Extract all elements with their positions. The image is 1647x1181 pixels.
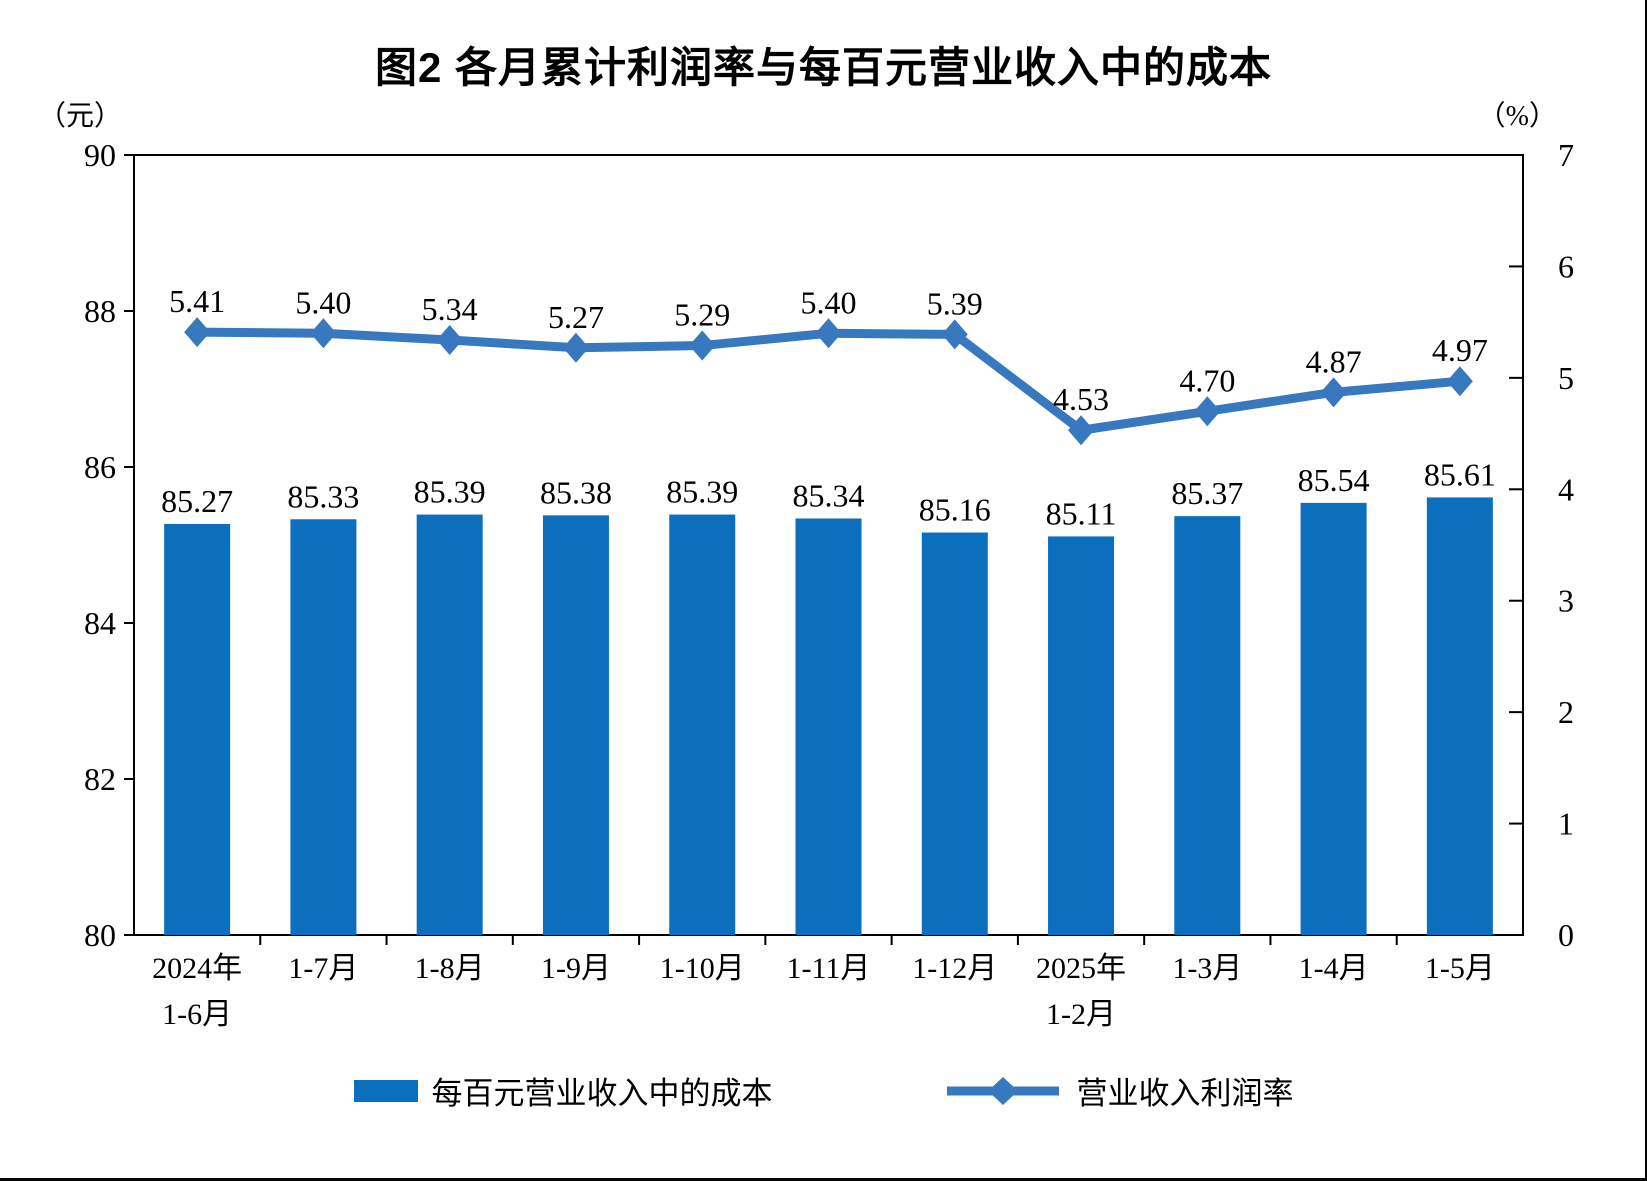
y-left-tick-label: 80: [84, 917, 116, 953]
line-value-label: 4.87: [1306, 343, 1362, 379]
left-axis-unit-label: （元）: [38, 101, 123, 132]
line-point-marker: [941, 319, 968, 350]
legend-item-profit-rate: 营业收入利润率: [943, 1068, 1294, 1113]
line-point-marker: [1320, 377, 1347, 408]
y-right-tick-label: 2: [1558, 694, 1574, 730]
line-value-label: 4.70: [1179, 362, 1235, 398]
line-value-label: 5.29: [674, 297, 730, 333]
line-point-marker: [562, 332, 589, 363]
bar-value-label: 85.37: [1171, 475, 1243, 511]
chart-plot: 90 88 86 84 82 80 7 6 5 4 3 2 1 0 2024年 1-6月 1-7月 1-8月 1-9…: [84, 137, 1574, 1031]
line-value-label: 5.34: [422, 291, 478, 327]
y-right-tick-label: 1: [1558, 806, 1574, 842]
y-left-tick-label: 86: [84, 449, 116, 485]
line-point-marker: [1068, 415, 1095, 446]
bar: [1174, 516, 1241, 935]
x-tick-label: 1-5月: [1425, 952, 1495, 985]
bar-value-label: 85.33: [287, 478, 359, 514]
x-tick-label: 1-12月: [912, 952, 997, 985]
x-tick-label: 1-11月: [787, 952, 871, 985]
bar: [669, 514, 736, 935]
x-tick-label: 2025年: [1036, 952, 1126, 985]
line-point-marker: [1194, 396, 1221, 427]
line-point-marker: [436, 324, 463, 355]
x-tick-label: 1-8月: [415, 952, 485, 985]
x-tick-label: 2024年: [152, 952, 242, 985]
bar: [164, 523, 231, 935]
y-right-tick-label: 6: [1558, 248, 1574, 284]
line-value-label: 5.27: [548, 299, 604, 335]
legend-item-cost: 每百元营业收入中的成本: [353, 1068, 773, 1113]
line-point-marker: [310, 318, 337, 349]
bar: [795, 518, 862, 935]
bar-value-label: 85.27: [161, 483, 233, 519]
y-right-tick-label: 4: [1558, 471, 1574, 507]
bar-value-label: 85.39: [666, 474, 738, 510]
x-tick-label: 1-10月: [660, 952, 745, 985]
legend-label-cost: 每百元营业收入中的成本: [431, 1076, 773, 1111]
bar: [290, 519, 357, 935]
right-axis-unit-label: （%）: [1477, 101, 1557, 132]
bar-value-label: 85.16: [919, 492, 991, 528]
line-value-label: 5.40: [295, 284, 351, 320]
legend-label-profit-rate: 营业收入利润率: [1076, 1076, 1294, 1111]
bar: [1048, 536, 1115, 935]
bar: [921, 532, 988, 935]
x-tick-label: 1-2月: [1046, 998, 1116, 1031]
line-value-label: 5.40: [801, 284, 857, 320]
y-left-tick-label: 84: [84, 605, 116, 641]
y-right-tick-label: 7: [1558, 137, 1574, 173]
page-bottom-border: [0, 1178, 1647, 1181]
y-left-tick-label: 82: [84, 761, 116, 797]
y-left-tick-label: 88: [84, 293, 116, 329]
line-series-swatch-icon: [946, 1076, 1059, 1105]
bar-value-label: 85.11: [1046, 495, 1117, 531]
bar: [542, 515, 609, 935]
page-right-border: [1645, 0, 1647, 1181]
x-tick-label: 1-3月: [1172, 952, 1242, 985]
x-tick-label: 1-6月: [162, 998, 232, 1031]
bar-value-label: 85.61: [1424, 456, 1496, 492]
chart-title: 图2 各月累计利润率与每百元营业收入中的成本: [374, 44, 1273, 91]
bar-value-label: 85.34: [793, 477, 865, 513]
y-left-tick-label: 90: [84, 137, 116, 173]
line-value-label: 4.97: [1432, 332, 1488, 368]
x-tick-label: 1-4月: [1299, 952, 1369, 985]
bar-value-label: 85.38: [540, 474, 612, 510]
line-point-marker: [815, 318, 842, 349]
bar: [1300, 502, 1367, 935]
y-right-tick-label: 5: [1558, 360, 1574, 396]
line-value-label: 5.41: [169, 283, 225, 319]
bar: [1426, 497, 1493, 935]
bar: [416, 514, 483, 935]
line-point-marker: [1446, 366, 1473, 397]
chart-legend: 每百元营业收入中的成本 营业收入利润率: [0, 1068, 1647, 1113]
line-value-label: 4.53: [1053, 381, 1109, 417]
line-point-marker: [689, 330, 716, 361]
line-point-marker: [184, 317, 211, 348]
bar-series-swatch-icon: [353, 1079, 418, 1102]
line-value-label: 5.39: [927, 285, 983, 321]
bar-value-label: 85.39: [414, 474, 486, 510]
x-tick-label: 1-7月: [288, 952, 358, 985]
bar-value-label: 85.54: [1298, 462, 1370, 498]
y-right-tick-label: 3: [1558, 583, 1574, 619]
x-tick-label: 1-9月: [541, 952, 611, 985]
y-right-tick-label: 0: [1558, 917, 1574, 953]
